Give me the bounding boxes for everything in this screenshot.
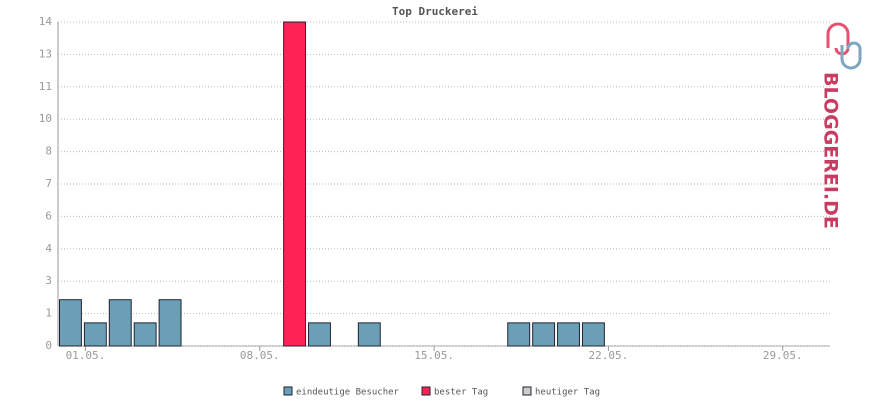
bar	[532, 322, 556, 347]
x-tick-label: 29.05.	[763, 349, 803, 362]
y-tick-label: 10	[39, 112, 52, 125]
bar	[158, 299, 182, 347]
legend-swatch	[421, 386, 431, 396]
logo-text: BLOGGEREI.DE	[820, 72, 842, 229]
bar	[133, 322, 157, 347]
legend-swatch	[283, 386, 293, 396]
x-tick-label: 22.05.	[589, 349, 629, 362]
bar	[507, 322, 531, 347]
y-tick-label: 8	[45, 145, 52, 158]
chart-title: Top Druckerei	[392, 5, 478, 18]
bar	[308, 322, 331, 347]
legend-swatch	[522, 386, 532, 396]
bar	[357, 322, 381, 347]
y-tick-label: 1	[45, 307, 52, 320]
y-tick-label: 11	[39, 80, 52, 93]
bar	[58, 299, 82, 347]
x-tick-label: 01.05.	[66, 349, 106, 362]
x-tick-label: 08.05.	[240, 349, 280, 362]
bar	[557, 322, 580, 347]
logo-icon	[826, 22, 862, 70]
legend-label: heutiger Tag	[535, 388, 600, 398]
legend-label: bester Tag	[434, 388, 488, 398]
x-tick-label: 15.05.	[414, 349, 454, 362]
y-tick-label: 14	[39, 15, 53, 28]
bar	[108, 299, 132, 347]
y-tick-label: 6	[45, 209, 52, 222]
bar	[581, 322, 605, 347]
y-tick-label: 0	[45, 339, 52, 352]
y-tick-label: 4	[45, 242, 52, 255]
legend-label: eindeutige Besucher	[296, 388, 400, 398]
y-tick-label: 3	[45, 274, 52, 287]
bar	[283, 21, 307, 347]
y-tick-label: 13	[39, 47, 52, 60]
bar	[83, 322, 107, 347]
y-tick-label: 7	[45, 177, 52, 190]
